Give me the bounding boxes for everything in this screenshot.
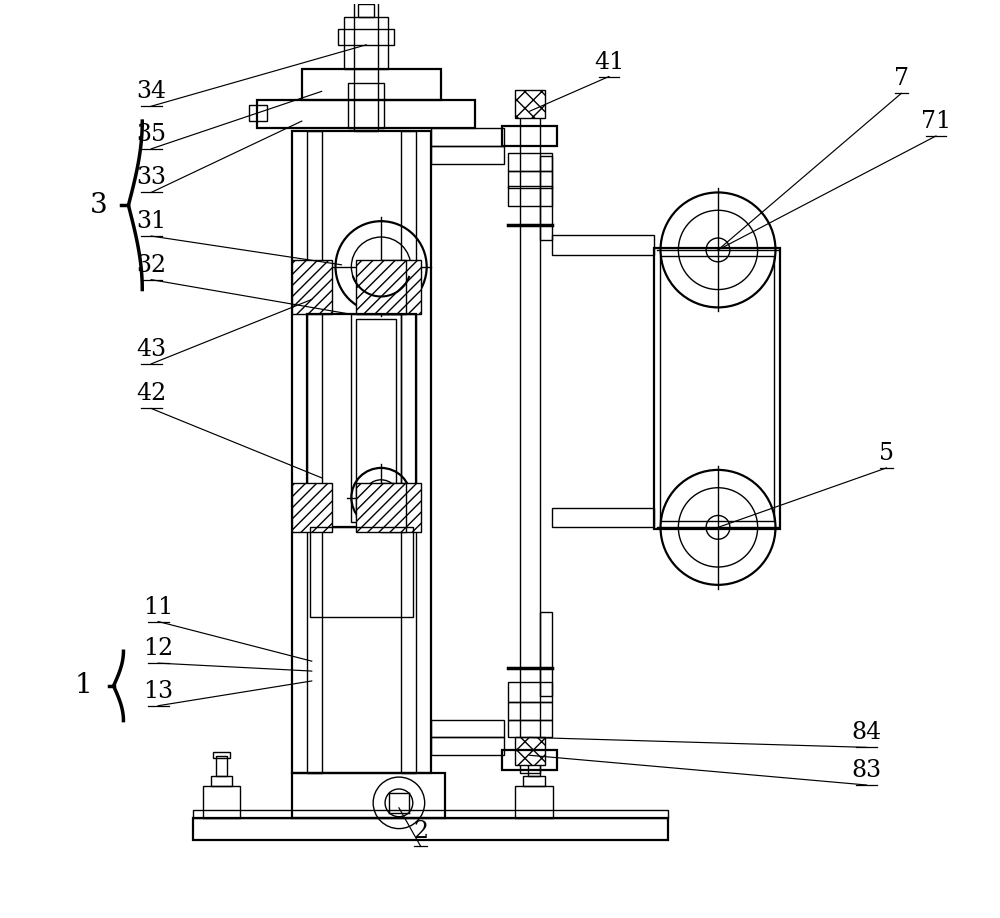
Bar <box>431 737 504 756</box>
Bar <box>211 776 232 786</box>
Bar <box>354 0 378 131</box>
Text: 7: 7 <box>894 67 909 90</box>
Bar <box>431 128 504 146</box>
Bar <box>338 29 394 45</box>
Bar <box>502 126 557 146</box>
Bar <box>523 776 545 786</box>
Bar <box>310 527 413 617</box>
Text: 13: 13 <box>143 679 173 703</box>
Text: 3: 3 <box>90 192 107 218</box>
Text: 35: 35 <box>136 123 166 146</box>
Bar <box>292 260 332 314</box>
Bar <box>344 17 388 69</box>
Bar <box>552 508 654 527</box>
Text: 2: 2 <box>413 821 428 844</box>
Bar <box>515 786 553 818</box>
Bar <box>508 186 552 207</box>
Bar <box>525 753 543 758</box>
Bar <box>508 701 552 720</box>
Bar <box>381 483 421 532</box>
Bar <box>302 69 441 100</box>
Text: 83: 83 <box>852 759 882 782</box>
Text: 84: 84 <box>852 722 882 744</box>
Bar <box>520 99 540 773</box>
Text: 42: 42 <box>136 383 166 406</box>
Bar <box>381 260 421 314</box>
Bar <box>540 611 552 696</box>
Bar <box>358 5 374 17</box>
Bar <box>660 256 774 521</box>
Text: 32: 32 <box>136 253 166 276</box>
Bar <box>508 152 552 171</box>
Bar <box>540 156 552 240</box>
Text: 1: 1 <box>75 672 93 700</box>
Bar <box>401 131 416 773</box>
Bar <box>515 737 545 766</box>
Text: 34: 34 <box>136 80 166 103</box>
Bar <box>193 818 668 840</box>
Bar <box>508 682 552 701</box>
Bar <box>508 720 552 737</box>
Bar <box>502 750 557 770</box>
Bar <box>515 90 545 118</box>
Bar <box>292 131 431 773</box>
Bar <box>249 106 267 121</box>
Bar <box>552 235 654 255</box>
Bar <box>528 756 540 776</box>
Bar <box>356 319 396 518</box>
Text: 71: 71 <box>921 110 951 133</box>
Bar <box>292 483 332 532</box>
Bar <box>203 786 240 818</box>
Bar <box>431 720 504 737</box>
Bar <box>257 100 475 128</box>
Bar <box>193 810 668 818</box>
Bar <box>348 84 384 128</box>
Bar <box>356 483 406 532</box>
Bar <box>307 131 322 773</box>
Bar <box>356 260 406 314</box>
Text: 11: 11 <box>143 596 173 619</box>
Bar <box>431 146 504 163</box>
Text: 12: 12 <box>143 637 173 660</box>
Text: 5: 5 <box>879 442 894 465</box>
Bar <box>292 773 445 818</box>
Bar <box>213 753 230 758</box>
Text: 43: 43 <box>136 338 166 361</box>
Bar <box>307 314 416 527</box>
Bar <box>508 171 552 188</box>
Text: 31: 31 <box>136 210 166 233</box>
Text: 33: 33 <box>136 166 166 189</box>
Bar <box>351 314 401 522</box>
Bar <box>216 756 227 776</box>
Text: 41: 41 <box>594 50 624 73</box>
Bar <box>654 248 780 530</box>
